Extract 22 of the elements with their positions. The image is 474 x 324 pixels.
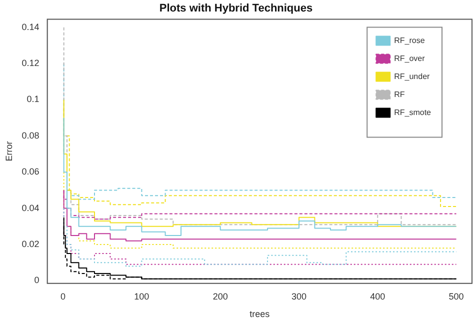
y-tick-label: 0.08 <box>22 130 40 140</box>
x-tick-label: 400 <box>370 291 386 302</box>
y-tick-label: 0.06 <box>22 166 40 177</box>
y-tick-label: 0.04 <box>22 202 40 213</box>
y-axis-title: Error <box>4 141 14 162</box>
x-tick-label: 500 <box>448 291 464 302</box>
x-tick-label: 100 <box>134 291 150 302</box>
y-tick-label: 0.14 <box>22 22 40 32</box>
x-axis-title: trees <box>250 309 270 320</box>
x-tick-label: 0 <box>60 291 66 302</box>
chart-title: Plots with Hybrid Techniques <box>159 2 313 15</box>
legend-label: RF_rose <box>394 36 426 45</box>
y-tick-label: 0.1 <box>26 94 40 104</box>
x-tick-label: 300 <box>291 291 306 302</box>
legend-label: RF_over <box>394 54 426 63</box>
legend-label: RF_under <box>394 72 430 81</box>
legend-label: RF_smote <box>394 108 432 117</box>
y-tick-label: 0.02 <box>22 238 40 249</box>
x-tick-label: 200 <box>212 291 228 302</box>
y-tick-label: 0 <box>34 275 40 286</box>
y-tick-label: 0.12 <box>22 58 40 68</box>
legend-label: RF <box>394 90 405 99</box>
